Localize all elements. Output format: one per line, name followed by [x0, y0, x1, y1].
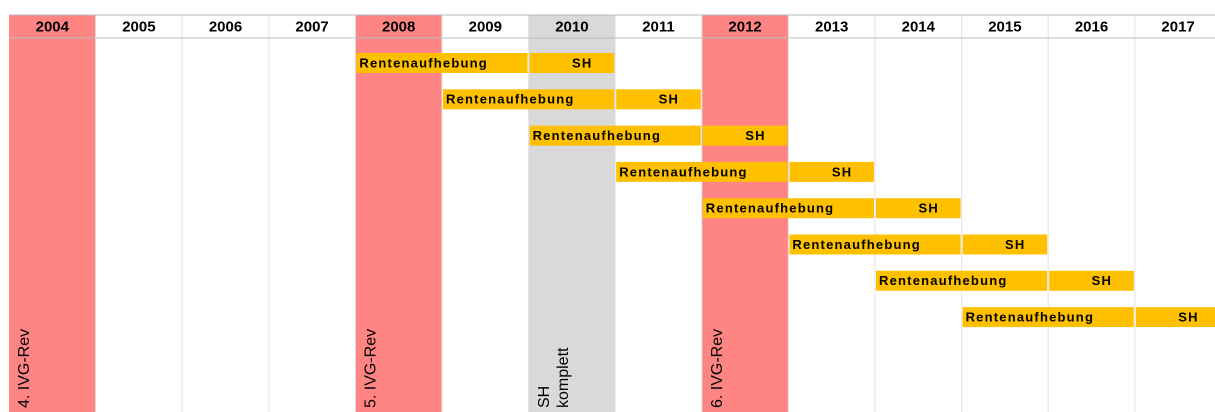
phase-bar	[702, 198, 874, 219]
phase-label: Rentenaufhebung	[879, 273, 1008, 288]
phase-label: SH	[1092, 273, 1112, 288]
event-label: 4. IVG-Rev	[16, 329, 33, 408]
phase-bar	[616, 89, 701, 110]
phase-label: Rentenaufhebung	[619, 164, 748, 179]
phase-bar	[529, 125, 701, 146]
event-label: 6. IVG-Rev	[709, 329, 726, 408]
phase-label: Rentenaufhebung	[706, 201, 835, 216]
event-label: 5. IVG-Rev	[363, 329, 380, 408]
event-label: komplett	[555, 347, 572, 408]
year-label: 2005	[122, 18, 155, 35]
year-label: 2004	[36, 18, 70, 35]
phase-label: SH	[659, 92, 679, 107]
phase-bar	[789, 234, 961, 255]
highlight-column	[528, 15, 616, 412]
year-label: 2014	[902, 18, 936, 35]
phase-bar	[443, 89, 615, 110]
year-label: 2013	[815, 18, 848, 35]
year-label: 2009	[469, 18, 502, 35]
phase-label: Rentenaufhebung	[966, 310, 1095, 325]
phase-bar	[876, 198, 961, 219]
phase-bar	[789, 161, 874, 182]
phase-bar	[962, 307, 1134, 328]
phase-bar	[876, 270, 1048, 291]
year-label: 2011	[642, 18, 675, 35]
highlight-column	[355, 15, 442, 412]
year-label: 2010	[555, 18, 588, 35]
event-label: SH	[536, 386, 553, 408]
phase-bar	[962, 234, 1048, 255]
phase-label: SH	[745, 128, 765, 143]
phase-label: Rentenaufhebung	[533, 128, 662, 143]
year-label: 2006	[209, 18, 242, 35]
year-label: 2008	[382, 18, 415, 35]
phase-label: Rentenaufhebung	[359, 55, 488, 70]
phase-label: Rentenaufhebung	[792, 237, 921, 252]
phase-label: Rentenaufhebung	[446, 92, 575, 107]
phase-label: SH	[1178, 310, 1198, 325]
phase-bar	[529, 53, 615, 73]
phase-label: SH	[1005, 237, 1025, 252]
year-label: 2007	[295, 18, 328, 35]
year-label: 2012	[728, 18, 761, 35]
phase-bar	[1049, 270, 1134, 291]
phase-bar	[616, 161, 788, 182]
year-label: 2015	[988, 18, 1021, 35]
phase-bar	[1135, 307, 1215, 328]
year-label: 2016	[1075, 18, 1108, 35]
year-label: 2017	[1161, 18, 1194, 35]
phase-label: SH	[832, 164, 852, 179]
phase-bar	[356, 53, 528, 73]
highlight-column	[9, 15, 96, 412]
phase-label: SH	[918, 201, 938, 216]
phase-bar	[702, 125, 788, 146]
phase-label: SH	[572, 55, 592, 70]
